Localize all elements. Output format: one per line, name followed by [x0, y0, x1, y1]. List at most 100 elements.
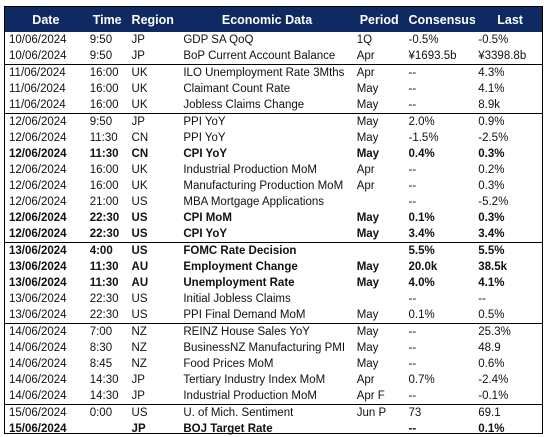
- cell-time: 11:30: [89, 132, 118, 144]
- cell-consensus: -0.5%: [408, 34, 439, 46]
- cell-date: 11/06/2024: [9, 83, 66, 95]
- cell-consensus: 0.4%: [408, 148, 435, 160]
- table-row: 14/06/2024 8:30 NZ BusinessNZ Manufacturing…: [5, 340, 542, 356]
- cell-period: May: [356, 148, 380, 160]
- cell-date: 11/06/2024: [9, 67, 66, 79]
- cell-economic-data: ILO Unemployment Rate 3Mths: [183, 67, 345, 79]
- cell-consensus: --: [408, 67, 417, 79]
- cell-last: 0.9%: [478, 116, 505, 128]
- cell-consensus: 0.1%: [408, 309, 435, 321]
- cell-time: 4:00: [89, 245, 113, 257]
- cell-consensus: --: [408, 83, 417, 95]
- cell-period: May: [356, 132, 379, 144]
- cell-region: JP: [131, 423, 146, 435]
- cell-region: UK: [131, 67, 148, 79]
- cell-economic-data: REINZ House Sales YoY: [183, 326, 310, 338]
- cell-consensus: --: [408, 293, 417, 305]
- cell-date: 14/06/2024: [9, 342, 67, 354]
- cell-region: UK: [131, 83, 148, 95]
- cell-consensus: --: [408, 342, 417, 354]
- cell-region: JP: [131, 50, 145, 62]
- header-date: Date: [32, 12, 60, 27]
- cell-economic-data: Tertiary Industry Index MoM: [183, 374, 326, 386]
- cell-date: 11/06/2024: [9, 99, 66, 111]
- economic-calendar-table: Date Time Region Economic Data Period Co…: [4, 6, 543, 437]
- cell-date: 12/06/2024: [9, 132, 67, 144]
- cell-last: 0.2%: [478, 164, 505, 176]
- cell-region: US: [131, 293, 148, 305]
- cell-last: -2.4%: [478, 374, 509, 386]
- cell-last: 0.6%: [478, 358, 505, 370]
- cell-time: 22:30: [89, 293, 119, 305]
- cell-region: JP: [131, 116, 145, 128]
- cell-period: May: [356, 228, 380, 240]
- cell-economic-data: CPI MoM: [183, 212, 232, 224]
- cell-region: JP: [131, 34, 145, 46]
- table-row: 13/06/2024 11:30 AU Employment Change May 20.…: [5, 259, 542, 275]
- cell-time: 11:30: [89, 261, 119, 273]
- cell-time: 0:00: [89, 407, 113, 419]
- cell-economic-data: Initial Jobless Claims: [183, 293, 291, 305]
- cell-economic-data: BoP Current Account Balance: [183, 50, 336, 62]
- cell-consensus: 5.5%: [408, 245, 435, 257]
- cell-consensus: -1.5%: [408, 132, 439, 144]
- cell-period: 1Q: [356, 34, 373, 46]
- cell-date: 12/06/2024: [9, 116, 67, 128]
- table-row: 13/06/2024 22:30 US PPI Final Demand MoM May…: [5, 307, 542, 323]
- cell-last: 25.3%: [478, 326, 511, 338]
- cell-time: 16:00: [89, 180, 119, 192]
- cell-date: 14/06/2024: [9, 358, 67, 370]
- table-row: 13/06/2024 11:30 AU Unemployment Rate May 4.0…: [5, 275, 542, 291]
- table-row: 12/06/2024 9:50 JP PPI YoY May 2.0% 0.9%: [5, 113, 542, 130]
- cell-region: UK: [131, 164, 148, 176]
- table-row: 12/06/2024 16:00 UK Manufacturing Productio…: [5, 178, 542, 194]
- cell-consensus: --: [408, 358, 417, 370]
- cell-time: 11:30: [89, 277, 119, 289]
- cell-region: NZ: [131, 326, 147, 338]
- cell-period: May: [356, 309, 379, 321]
- cell-region: UK: [131, 99, 148, 111]
- cell-economic-data: BOJ Target Rate: [183, 423, 273, 435]
- cell-date: 13/06/2024: [9, 261, 67, 273]
- cell-date: 13/06/2024: [9, 245, 67, 257]
- header-region: Region: [131, 12, 174, 27]
- cell-period: Jun P: [356, 407, 387, 419]
- cell-economic-data: PPI YoY: [183, 132, 226, 144]
- cell-economic-data: CPI YoY: [183, 148, 228, 160]
- cell-last: 0.1%: [478, 423, 505, 435]
- cell-economic-data: Unemployment Rate: [183, 277, 295, 289]
- cell-economic-data: MBA Mortgage Applications: [183, 196, 324, 208]
- cell-period: May: [356, 116, 379, 128]
- table-body: 10/06/2024 9:50 JP GDP SA QoQ 1Q -0.5% -0.5% 10…: [5, 32, 542, 437]
- cell-economic-data: Jobless Claims Change: [183, 99, 305, 111]
- header-economic-data: Economic Data: [221, 12, 313, 27]
- cell-period: May: [356, 99, 379, 111]
- table-row: 12/06/2024 16:00 UK Industrial Production M…: [5, 162, 542, 178]
- header-consensus: Consensus: [408, 12, 476, 27]
- cell-time: 11:30: [89, 148, 119, 160]
- cell-region: US: [131, 212, 148, 224]
- cell-period: May: [356, 83, 379, 95]
- table-row: 12/06/2024 11:30 CN PPI YoY May -1.5% -2.5%: [5, 130, 542, 146]
- cell-time: 16:00: [89, 99, 119, 111]
- cell-consensus: --: [408, 180, 417, 192]
- cell-period: May: [356, 326, 379, 338]
- cell-region: CN: [131, 148, 149, 160]
- cell-last: 0.3%: [478, 180, 505, 192]
- cell-region: JP: [131, 374, 145, 386]
- cell-time: 14:30: [89, 374, 119, 386]
- cell-region: UK: [131, 180, 148, 192]
- cell-last: 5.5%: [478, 245, 505, 257]
- cell-date: 14/06/2024: [9, 326, 67, 338]
- table-row: 10/06/2024 9:50 JP BoP Current Account Bala…: [5, 48, 542, 64]
- cell-consensus: --: [408, 196, 417, 208]
- cell-time: 8:45: [89, 358, 113, 370]
- cell-date: 15/06/2024: [9, 407, 67, 419]
- table-header: Date Time Region Economic Data Period Co…: [5, 7, 542, 32]
- cell-last: -2.5%: [478, 132, 509, 144]
- table-row: 12/06/2024 22:30 US CPI YoY May 3.4% 3.4%: [5, 226, 542, 242]
- cell-economic-data: Industrial Production MoM: [183, 390, 317, 402]
- cell-last: --: [478, 293, 486, 305]
- cell-period: Apr: [356, 164, 375, 176]
- cell-period: Apr: [356, 180, 375, 192]
